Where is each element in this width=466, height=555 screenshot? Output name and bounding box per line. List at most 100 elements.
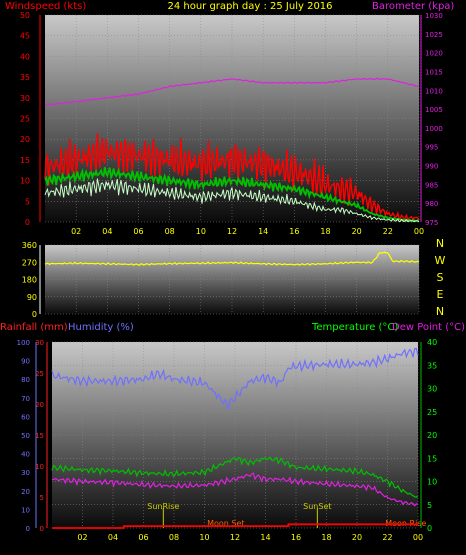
- temperature-tick: 0: [427, 524, 432, 533]
- temperature-tick: 40: [427, 338, 437, 347]
- moonset-label: Moon Set: [207, 519, 244, 528]
- direction-tick: 180: [22, 276, 37, 285]
- humidity-tick: 20: [21, 488, 30, 496]
- dewpoint-axis-label: Dew Point (°C): [392, 322, 465, 333]
- temperature-tick: 20: [427, 431, 437, 440]
- wind-time-tick: 06: [133, 227, 143, 236]
- temp-time-tick: 04: [108, 533, 118, 542]
- humidity-tick: 30: [21, 469, 30, 477]
- windspeed-tick: 35: [20, 73, 30, 82]
- humidity-tick: 10: [21, 506, 30, 514]
- average-series: [44, 167, 420, 223]
- humidity-tick: 40: [21, 451, 30, 459]
- dewpoint-series: [51, 472, 419, 507]
- rainfall-axis-label: Rainfall (mm): [0, 322, 68, 333]
- rainfall-tick-labels: 0 5 10 15 20 25 30: [35, 339, 44, 533]
- barometer-tick: 1025: [425, 31, 443, 39]
- wind-direction-series: [44, 251, 420, 267]
- barometer-tick: 1030: [425, 12, 443, 20]
- direction-tick: 270: [22, 258, 37, 267]
- windspeed-tick: 50: [20, 11, 30, 20]
- barometer-tick-labels: 975 980 985 990 995 1000 1005 1010 1015 1020 1025 1…: [425, 12, 443, 227]
- temperature-tick: 35: [427, 361, 437, 370]
- graph-title: 24 hour graph day : 25 July 2016: [167, 1, 332, 12]
- barometer-tick: 980: [425, 200, 438, 208]
- temp-humidity-panel: Rainfall (mm) Humidity (%) Temperature (…: [0, 322, 465, 542]
- wind-time-tick: 14: [258, 227, 268, 236]
- wind-time-tick-labels: 02 04 06 08 10 12 14 16 18 20 22 00: [71, 227, 424, 236]
- rainfall-tick: 15: [35, 432, 44, 440]
- temp-time-tick: 22: [382, 533, 392, 542]
- direction-tick-labels: 0 90 180 270 360: [22, 241, 37, 319]
- barometer-series: [44, 77, 420, 106]
- gust-series: [44, 132, 420, 223]
- temperature-tick: 10: [427, 478, 437, 487]
- humidity-axis-label: Humidity (%): [68, 322, 134, 333]
- wind-time-tick: 10: [196, 227, 206, 236]
- compass-label: W: [435, 254, 446, 267]
- direction-series-group: [44, 251, 420, 267]
- temp-time-tick: 00: [413, 533, 423, 542]
- temp-time-tick: 06: [138, 533, 148, 542]
- rainfall-tick: 30: [35, 339, 44, 347]
- wind-time-tick: 20: [352, 227, 362, 236]
- compass-label: N: [436, 305, 444, 318]
- temp-series-group: [51, 347, 419, 529]
- wind-series-group: [44, 77, 420, 223]
- rainfall-tick: 10: [35, 463, 44, 471]
- windspeed-tick: 15: [20, 156, 30, 165]
- humidity-tick: 50: [21, 432, 30, 440]
- barometer-tick: 1020: [425, 50, 443, 58]
- temperature-tick-labels: 0 5 10 15 20 25 30 35 40: [427, 338, 437, 533]
- temperature-series: [51, 456, 419, 498]
- rainfall-tick: 0: [40, 525, 44, 533]
- direction-tick: 90: [27, 293, 37, 302]
- temperature-axis-label: Temperature (°C): [311, 322, 398, 333]
- temp-time-tick: 10: [199, 533, 209, 542]
- windspeed-tick: 30: [20, 94, 30, 103]
- barometer-tick: 995: [425, 144, 438, 152]
- humidity-tick: 70: [21, 395, 30, 403]
- humidity-tick: 0: [26, 525, 30, 533]
- windspeed-tick: 25: [20, 115, 30, 124]
- compass-label: E: [437, 288, 444, 301]
- temperature-tick: 25: [427, 408, 437, 417]
- wind-time-tick: 08: [165, 227, 175, 236]
- barometer-tick: 975: [425, 219, 438, 227]
- wind-time-tick: 00: [414, 227, 424, 236]
- compass-label: S: [437, 271, 444, 284]
- humidity-tick: 90: [21, 358, 30, 366]
- rainfall-tick: 20: [35, 401, 44, 409]
- wind-time-tick: 12: [227, 227, 237, 236]
- barometer-tick: 1010: [425, 87, 443, 95]
- temp-time-tick: 14: [260, 533, 270, 542]
- temperature-tick: 5: [427, 501, 432, 510]
- windspeed-tick: 45: [20, 32, 30, 41]
- temp-time-tick: 16: [291, 533, 301, 542]
- temp-time-tick: 20: [352, 533, 362, 542]
- humidity-tick: 100: [17, 339, 30, 347]
- windspeed-tick: 20: [20, 135, 30, 144]
- temp-time-tick-labels: 02 04 06 08 10 12 14 16 18 20 22 00: [77, 533, 423, 542]
- sunrise-label: SunRise: [147, 502, 179, 511]
- compass-label: N: [436, 237, 444, 250]
- barometer-tick: 990: [425, 163, 438, 171]
- humidity-tick: 60: [21, 413, 30, 421]
- barometer-tick: 1000: [425, 125, 443, 133]
- temp-time-tick: 12: [230, 533, 240, 542]
- speed-series: [44, 178, 420, 223]
- temperature-tick: 15: [427, 454, 437, 463]
- barometer-tick: 1005: [425, 106, 443, 114]
- temp-time-tick: 08: [169, 533, 179, 542]
- windspeed-tick-labels: 0 5 10 15 20 25 30 35 40 45 50: [20, 11, 30, 227]
- wind-time-tick: 02: [71, 227, 81, 236]
- windspeed-tick: 40: [20, 52, 30, 61]
- windspeed-tick: 0: [25, 218, 30, 227]
- rainfall-tick: 25: [35, 370, 44, 378]
- direction-tick: 0: [32, 310, 37, 319]
- windspeed-tick: 10: [20, 177, 30, 186]
- barometer-axis-label: Barometer (kpa): [372, 1, 454, 12]
- wind-barometer-panel: Windspeed (kts) 24 hour graph day : 25 J…: [5, 1, 454, 236]
